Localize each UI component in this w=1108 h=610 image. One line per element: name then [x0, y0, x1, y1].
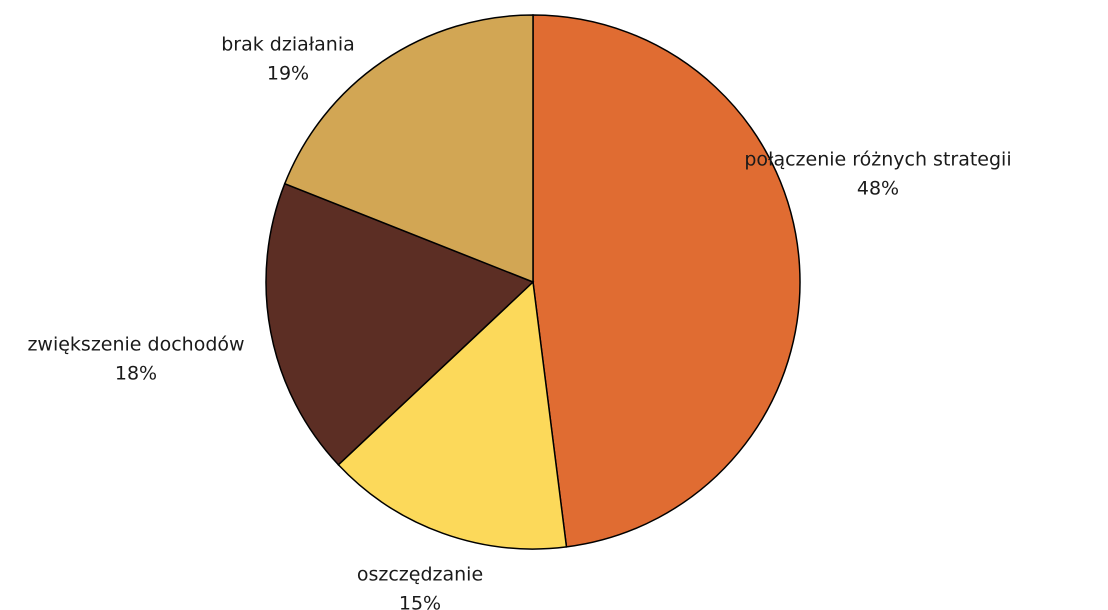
- slice-label: połączenie różnych strategii: [744, 149, 1011, 171]
- slice-value-label: 18%: [115, 363, 157, 385]
- slice-value-label: 15%: [399, 593, 441, 610]
- pie-slice: [532, 14, 801, 548]
- slice-label: zwiększenie dochodów: [27, 334, 244, 356]
- slice-label: oszczędzanie: [357, 564, 483, 586]
- slice-value-label: 48%: [857, 178, 899, 200]
- slice-value-label: 19%: [267, 63, 309, 85]
- slice-label: brak działania: [221, 34, 355, 56]
- pie-slice: [337, 280, 568, 550]
- pie-slice: [265, 182, 535, 466]
- pie-slice: [283, 14, 534, 284]
